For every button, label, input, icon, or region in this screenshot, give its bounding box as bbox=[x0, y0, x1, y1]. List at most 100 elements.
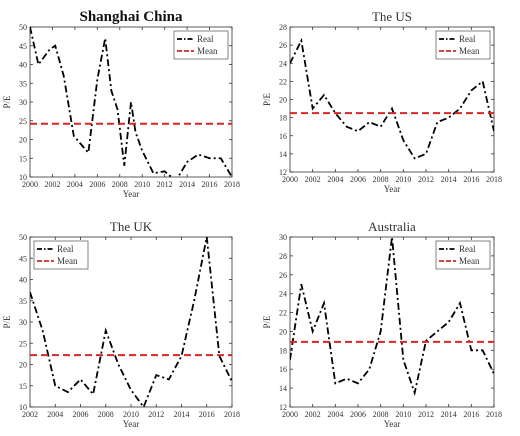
x-tick-label: 2006 bbox=[350, 410, 366, 419]
x-tick-label: 2000 bbox=[282, 410, 298, 419]
legend-label-mean: Mean bbox=[197, 46, 218, 56]
x-tick-label: 2012 bbox=[418, 410, 434, 419]
legend-label-real: Real bbox=[459, 34, 476, 44]
y-tick-label: 24 bbox=[279, 59, 287, 68]
x-tick-label: 2006 bbox=[89, 180, 105, 189]
x-tick-label: 2006 bbox=[350, 175, 366, 184]
y-axis-label: P/E bbox=[2, 315, 12, 329]
x-tick-label: 2014 bbox=[441, 175, 457, 184]
series-line-real bbox=[30, 27, 232, 177]
x-tick-label: 2002 bbox=[22, 410, 38, 419]
legend-label-real: Real bbox=[197, 34, 214, 44]
x-tick-label: 2018 bbox=[224, 180, 240, 189]
legend-label-real: Real bbox=[459, 244, 476, 254]
y-tick-label: 30 bbox=[279, 233, 287, 242]
y-tick-label: 50 bbox=[19, 233, 27, 242]
chart-title: Australia bbox=[368, 219, 416, 234]
x-tick-label: 2014 bbox=[174, 410, 190, 419]
y-tick-label: 16 bbox=[279, 132, 287, 141]
y-tick-label: 20 bbox=[279, 96, 287, 105]
x-axis-label: Year bbox=[384, 419, 401, 429]
y-tick-label: 35 bbox=[19, 297, 27, 306]
x-tick-label: 2008 bbox=[98, 410, 114, 419]
y-tick-label: 28 bbox=[279, 252, 287, 261]
y-tick-label: 14 bbox=[279, 150, 287, 159]
series-line-real bbox=[290, 37, 494, 160]
y-tick-label: 26 bbox=[279, 41, 287, 50]
y-tick-label: 18 bbox=[279, 114, 287, 123]
y-tick-label: 30 bbox=[19, 98, 27, 107]
y-tick-label: 40 bbox=[19, 276, 27, 285]
y-tick-label: 12 bbox=[279, 403, 287, 412]
x-tick-label: 2008 bbox=[373, 410, 389, 419]
x-tick-label: 2004 bbox=[327, 410, 343, 419]
x-tick-label: 2012 bbox=[418, 175, 434, 184]
x-tick-label: 2018 bbox=[486, 175, 502, 184]
y-tick-label: 35 bbox=[19, 79, 27, 88]
y-tick-label: 50 bbox=[19, 23, 27, 32]
x-tick-label: 2010 bbox=[395, 410, 411, 419]
y-tick-label: 25 bbox=[19, 339, 27, 348]
x-tick-label: 2018 bbox=[486, 410, 502, 419]
series-line-real bbox=[290, 237, 494, 397]
x-tick-label: 2014 bbox=[441, 410, 457, 419]
x-tick-label: 2010 bbox=[395, 175, 411, 184]
y-tick-label: 22 bbox=[279, 309, 287, 318]
y-axis-label: P/E bbox=[262, 93, 272, 107]
x-tick-label: 2000 bbox=[282, 175, 298, 184]
legend-label-real: Real bbox=[57, 244, 74, 254]
series-line-real bbox=[30, 237, 232, 407]
x-tick-label: 2008 bbox=[373, 175, 389, 184]
x-tick-label: 2000 bbox=[22, 180, 38, 189]
x-tick-label: 2010 bbox=[134, 180, 150, 189]
legend-label-mean: Mean bbox=[57, 256, 78, 266]
x-tick-label: 2002 bbox=[305, 175, 321, 184]
x-tick-label: 2018 bbox=[224, 410, 240, 419]
x-axis-label: Year bbox=[123, 189, 140, 199]
y-tick-label: 20 bbox=[19, 136, 27, 145]
x-axis-label: Year bbox=[384, 184, 401, 194]
x-tick-label: 2014 bbox=[179, 180, 195, 189]
x-tick-label: 2010 bbox=[123, 410, 139, 419]
y-tick-label: 30 bbox=[19, 318, 27, 327]
chart-title: The US bbox=[372, 9, 412, 24]
chart-panel-4: Australia 2000 2002 2004 2006 2008 2010 2012 201… bbox=[262, 219, 502, 429]
chart-panel-3: The UK 2002 2004 2006 2008 2010 2012 2014 2016 20… bbox=[2, 219, 240, 429]
x-tick-label: 2016 bbox=[199, 410, 215, 419]
legend-label-mean: Mean bbox=[459, 256, 480, 266]
y-tick-label: 40 bbox=[19, 61, 27, 70]
x-tick-label: 2012 bbox=[157, 180, 173, 189]
x-tick-label: 2008 bbox=[112, 180, 128, 189]
chart-title: The UK bbox=[110, 219, 153, 234]
x-tick-label: 2012 bbox=[148, 410, 164, 419]
x-tick-label: 2002 bbox=[305, 410, 321, 419]
y-tick-label: 15 bbox=[19, 154, 27, 163]
y-tick-label: 12 bbox=[279, 168, 287, 177]
y-tick-label: 18 bbox=[279, 346, 287, 355]
legend-box bbox=[173, 30, 229, 60]
y-tick-label: 16 bbox=[279, 365, 287, 374]
x-tick-label: 2002 bbox=[44, 180, 60, 189]
x-tick-label: 2016 bbox=[463, 410, 479, 419]
y-tick-label: 28 bbox=[279, 23, 287, 32]
y-tick-label: 10 bbox=[19, 173, 27, 182]
y-tick-label: 14 bbox=[279, 384, 287, 393]
x-axis-label: Year bbox=[123, 419, 140, 429]
y-axis-label: P/E bbox=[2, 95, 12, 109]
y-tick-label: 20 bbox=[19, 361, 27, 370]
x-tick-label: 2004 bbox=[327, 175, 343, 184]
legend-box bbox=[435, 30, 491, 60]
x-tick-label: 2004 bbox=[47, 410, 63, 419]
y-tick-label: 22 bbox=[279, 77, 287, 86]
y-tick-label: 45 bbox=[19, 42, 27, 51]
y-tick-label: 24 bbox=[279, 290, 287, 299]
x-tick-label: 2004 bbox=[67, 180, 83, 189]
x-tick-label: 2006 bbox=[73, 410, 89, 419]
legend-box bbox=[33, 240, 89, 270]
legend-label-mean: Mean bbox=[459, 46, 480, 56]
y-axis-label: P/E bbox=[262, 315, 272, 329]
x-tick-label: 2016 bbox=[463, 175, 479, 184]
